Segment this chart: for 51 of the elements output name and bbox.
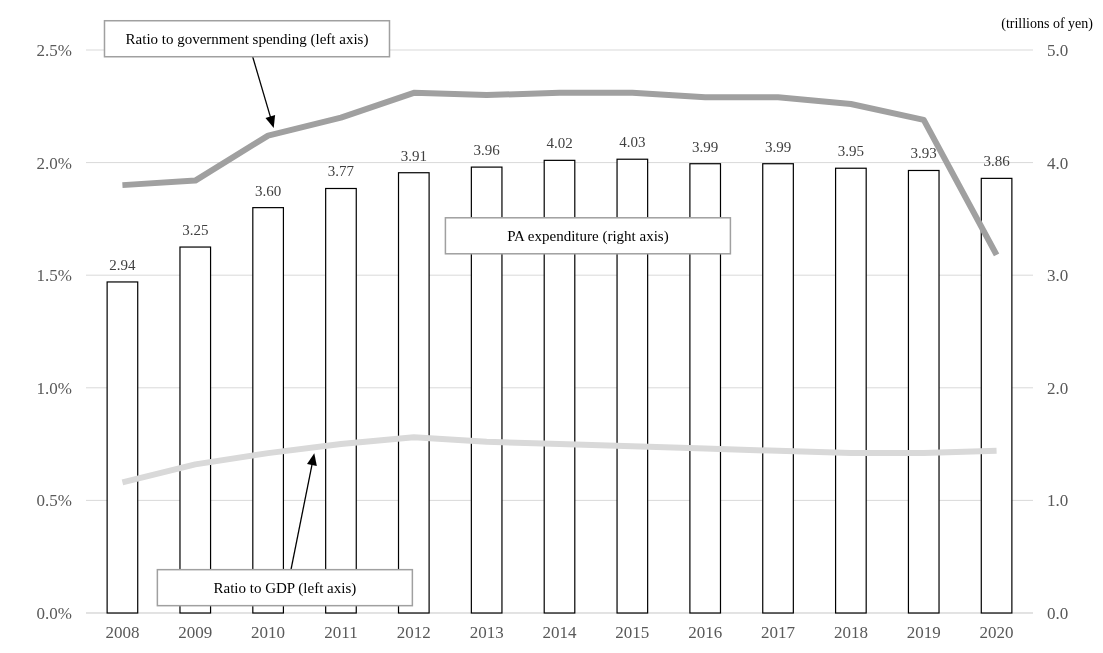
y-tick-label: 0.0%: [36, 604, 72, 623]
series-label: PA expenditure (right axis): [507, 227, 669, 245]
x-tick-label: 2010: [251, 623, 286, 642]
data-label: 3.99: [692, 138, 719, 155]
x-tick-label: 2008: [105, 623, 140, 642]
y2-tick-label: 1.0: [1047, 491, 1069, 511]
x-tick-label: 2011: [324, 623, 358, 642]
y2-tick-label: 4.0: [1047, 153, 1069, 173]
data-label: 3.25: [182, 222, 209, 239]
x-tick-label: 2018: [833, 623, 868, 642]
y2-axis-title: (trillions of yen): [1001, 16, 1094, 32]
x-tick-label: 2017: [761, 623, 796, 642]
x-tick-label: 2015: [615, 623, 650, 642]
y2-tick-label: 0.0: [1047, 604, 1069, 623]
data-label: 3.96: [473, 142, 501, 159]
data-label: 3.86: [983, 153, 1011, 170]
data-label: 3.77: [327, 163, 355, 180]
y-tick-label: 1.5%: [36, 266, 72, 286]
data-label: 3.60: [254, 182, 282, 199]
x-tick-label: 2012: [396, 623, 431, 642]
bar: [689, 163, 722, 614]
x-tick-label: 2019: [906, 623, 941, 642]
x-tick-label: 2014: [542, 623, 577, 642]
data-label: 3.95: [837, 143, 865, 160]
x-tick-label: 2016: [688, 623, 723, 642]
y-tick-label: 2.5%: [36, 41, 72, 60]
bar: [907, 169, 940, 614]
y2-tick-label: 2.0: [1047, 378, 1069, 398]
bar: [106, 281, 139, 614]
bar: [470, 166, 503, 614]
data-label: 4.02: [546, 135, 573, 152]
text: Ratio to GDP (left axis): [213, 579, 357, 597]
bar: [980, 177, 1013, 614]
data-label: 3.99: [764, 138, 792, 155]
y2-tick-label: 5.0: [1047, 41, 1069, 60]
text: Ratio to government spending (left axis): [125, 30, 369, 48]
data-label: 4.03: [619, 134, 646, 151]
y-tick-label: 2.0%: [36, 153, 72, 173]
x-tick-label: 2009: [178, 623, 213, 642]
data-label: 2.94: [109, 256, 137, 273]
y-tick-label: 0.5%: [36, 491, 72, 511]
bar: [325, 187, 357, 614]
bar: [834, 167, 867, 614]
data-label: 3.91: [400, 147, 427, 164]
x-tick-label: 2020: [979, 623, 1014, 642]
x-tick-label: 2013: [469, 623, 504, 642]
bar: [397, 172, 430, 614]
y-tick-label: 1.0%: [36, 378, 72, 398]
bar: [762, 163, 794, 614]
y2-tick-label: 3.0: [1047, 266, 1069, 286]
data-label: 3.93: [910, 145, 937, 162]
